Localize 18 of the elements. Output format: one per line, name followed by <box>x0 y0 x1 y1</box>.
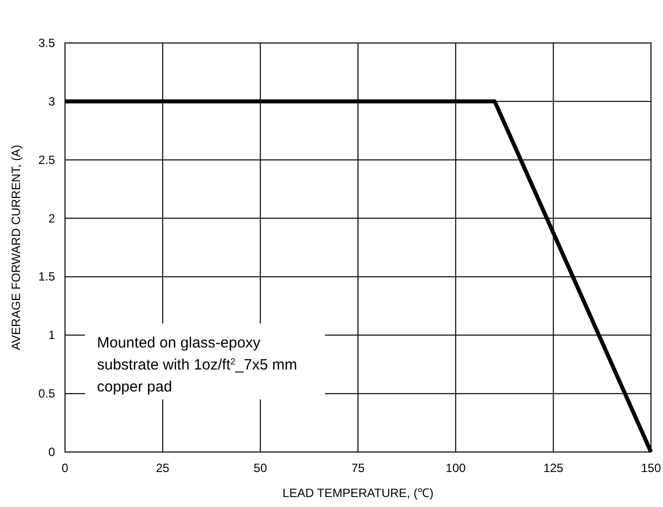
x-tick-label: 100 <box>446 461 466 475</box>
y-tick-label: 1 <box>48 328 56 342</box>
y-tick-label: 3 <box>48 94 56 108</box>
text: Mounted on glass-epoxy substrate with 1oz/ft$^{2}$_7x5 mm copper pad <box>97 334 298 396</box>
y-tick-label: 0 <box>48 445 56 459</box>
y-tick-label: 0.5 <box>38 386 56 401</box>
x-tick-label: 150 <box>640 461 662 475</box>
y-tick-label: 1.5 <box>38 270 56 284</box>
y-tick-label: 2 <box>48 211 56 226</box>
x-tick-label: 25 <box>156 461 170 475</box>
y-axis-title: AVERAGE FORWARD CURRENT, (A) <box>9 144 23 350</box>
x-tick-label: 0 <box>62 461 69 475</box>
y-tick-label: 2.5 <box>38 152 56 167</box>
x-axis-title: LEAD TEMPERATURE, (℃) <box>282 486 434 500</box>
x-tick-label: 50 <box>254 461 268 475</box>
y-tick-label: 3.5 <box>38 36 56 50</box>
x-tick-label: 75 <box>351 461 365 475</box>
x-tick-label: 125 <box>543 461 564 475</box>
